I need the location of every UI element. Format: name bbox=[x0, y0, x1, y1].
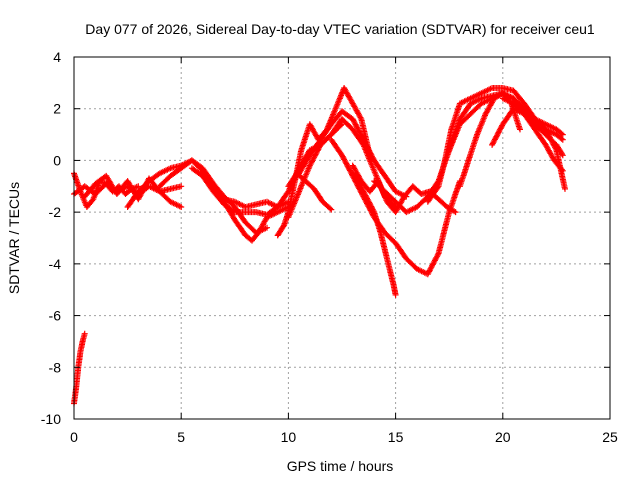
x-tick-label: 15 bbox=[388, 429, 404, 445]
x-tick-label: 25 bbox=[602, 429, 618, 445]
series-markers bbox=[499, 95, 568, 192]
y-tick-label: 4 bbox=[53, 49, 61, 65]
y-tick-label: 2 bbox=[53, 101, 61, 117]
x-tick-label: 5 bbox=[177, 429, 185, 445]
series-markers bbox=[285, 170, 335, 213]
y-axis-label: SDTVAR / TECUs bbox=[6, 182, 22, 294]
x-tick-label: 10 bbox=[281, 429, 297, 445]
x-tick-label: 0 bbox=[70, 429, 78, 445]
data-marks bbox=[71, 85, 568, 407]
chart-title: Day 077 of 2026, Sidereal Day-to-day VTE… bbox=[85, 21, 595, 37]
y-tick-label: -8 bbox=[49, 359, 62, 375]
y-tick-label: -6 bbox=[49, 308, 62, 324]
x-tick-label: 20 bbox=[495, 429, 511, 445]
series-sat-n bbox=[349, 170, 399, 298]
y-tick-label: 0 bbox=[53, 152, 61, 168]
y-tick-label: -2 bbox=[49, 204, 62, 220]
y-tick-label: -10 bbox=[41, 411, 61, 427]
y-tick-label: -4 bbox=[49, 256, 62, 272]
series-sat-l bbox=[285, 170, 335, 213]
plot-border bbox=[73, 56, 611, 420]
axis-ticks: 0 5 10 15 20 25 -10 -8 -6 -4 -2 0 2 4 bbox=[41, 49, 618, 445]
series-markers bbox=[349, 170, 399, 298]
x-axis-label: GPS time / hours bbox=[287, 458, 394, 474]
series-sat-u bbox=[499, 95, 568, 192]
